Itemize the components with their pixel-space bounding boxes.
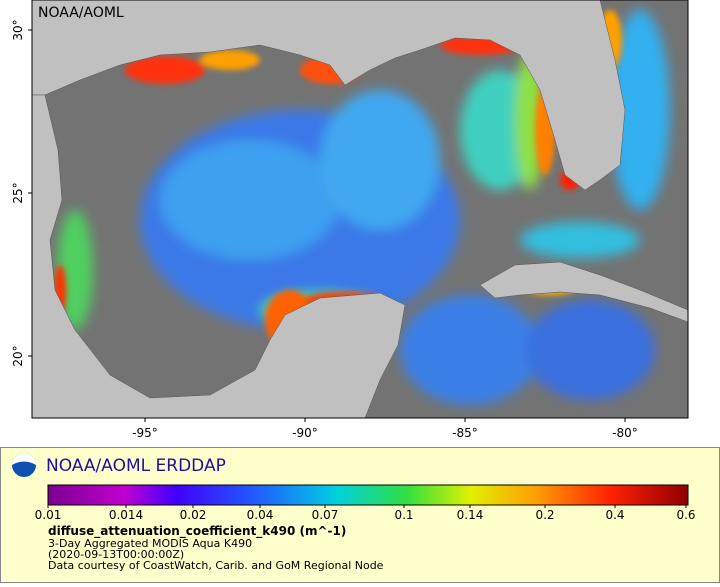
colorbar-label: 0.14	[457, 508, 484, 522]
data-overlay	[57, 10, 670, 405]
colorbar-label: 0.2	[535, 508, 554, 522]
land-north	[32, 0, 626, 191]
colorbar-label: 0.1	[394, 508, 413, 522]
map: NOAA/AOML	[32, 0, 688, 418]
colorbar-label: 0.6	[676, 508, 695, 522]
lat-label: 30°	[11, 19, 25, 40]
legend-line: (2020-09-13T00:00:00Z)	[48, 548, 184, 561]
watermark: NOAA/AOML	[38, 5, 124, 21]
land-mexico	[32, 94, 406, 418]
lat-label: 25°	[11, 182, 25, 203]
legend-title: NOAA/AOML ERDDAP	[46, 456, 226, 476]
legend-line: 3-Day Aggregated MODIS Aqua K490	[48, 537, 252, 550]
colorbar-ticks: 0.01 0.014 0.02 0.04 0.07 0.1 0.14 0.2 0.4 0.6	[35, 505, 696, 522]
lon-label: -95°	[132, 426, 158, 440]
colorbar-label: 0.04	[247, 508, 274, 522]
map-frame	[31, 0, 689, 419]
logo	[12, 453, 36, 477]
land-cuba	[479, 261, 688, 323]
lon-label: -90°	[292, 426, 318, 440]
lat-label: 20°	[11, 345, 25, 366]
lon-label: -85°	[452, 426, 478, 440]
colorbar-label: 0.07	[312, 508, 339, 522]
colorbar-label: 0.4	[605, 508, 624, 522]
axes: 30° 25° 20° -95° -90° -85° -80°	[11, 19, 638, 440]
colorbar-label: 0.01	[35, 508, 62, 522]
legend-panel	[0, 447, 720, 583]
legend-line: Data courtesy of CoastWatch, Carib. and …	[48, 559, 384, 572]
colorbar	[47, 484, 689, 506]
lon-label: -80°	[612, 426, 638, 440]
colorbar-label: 0.014	[109, 508, 143, 522]
colorbar-label: 0.02	[180, 508, 207, 522]
variable-name: diffuse_attenuation_coefficient_k490 (m^…	[48, 524, 346, 539]
